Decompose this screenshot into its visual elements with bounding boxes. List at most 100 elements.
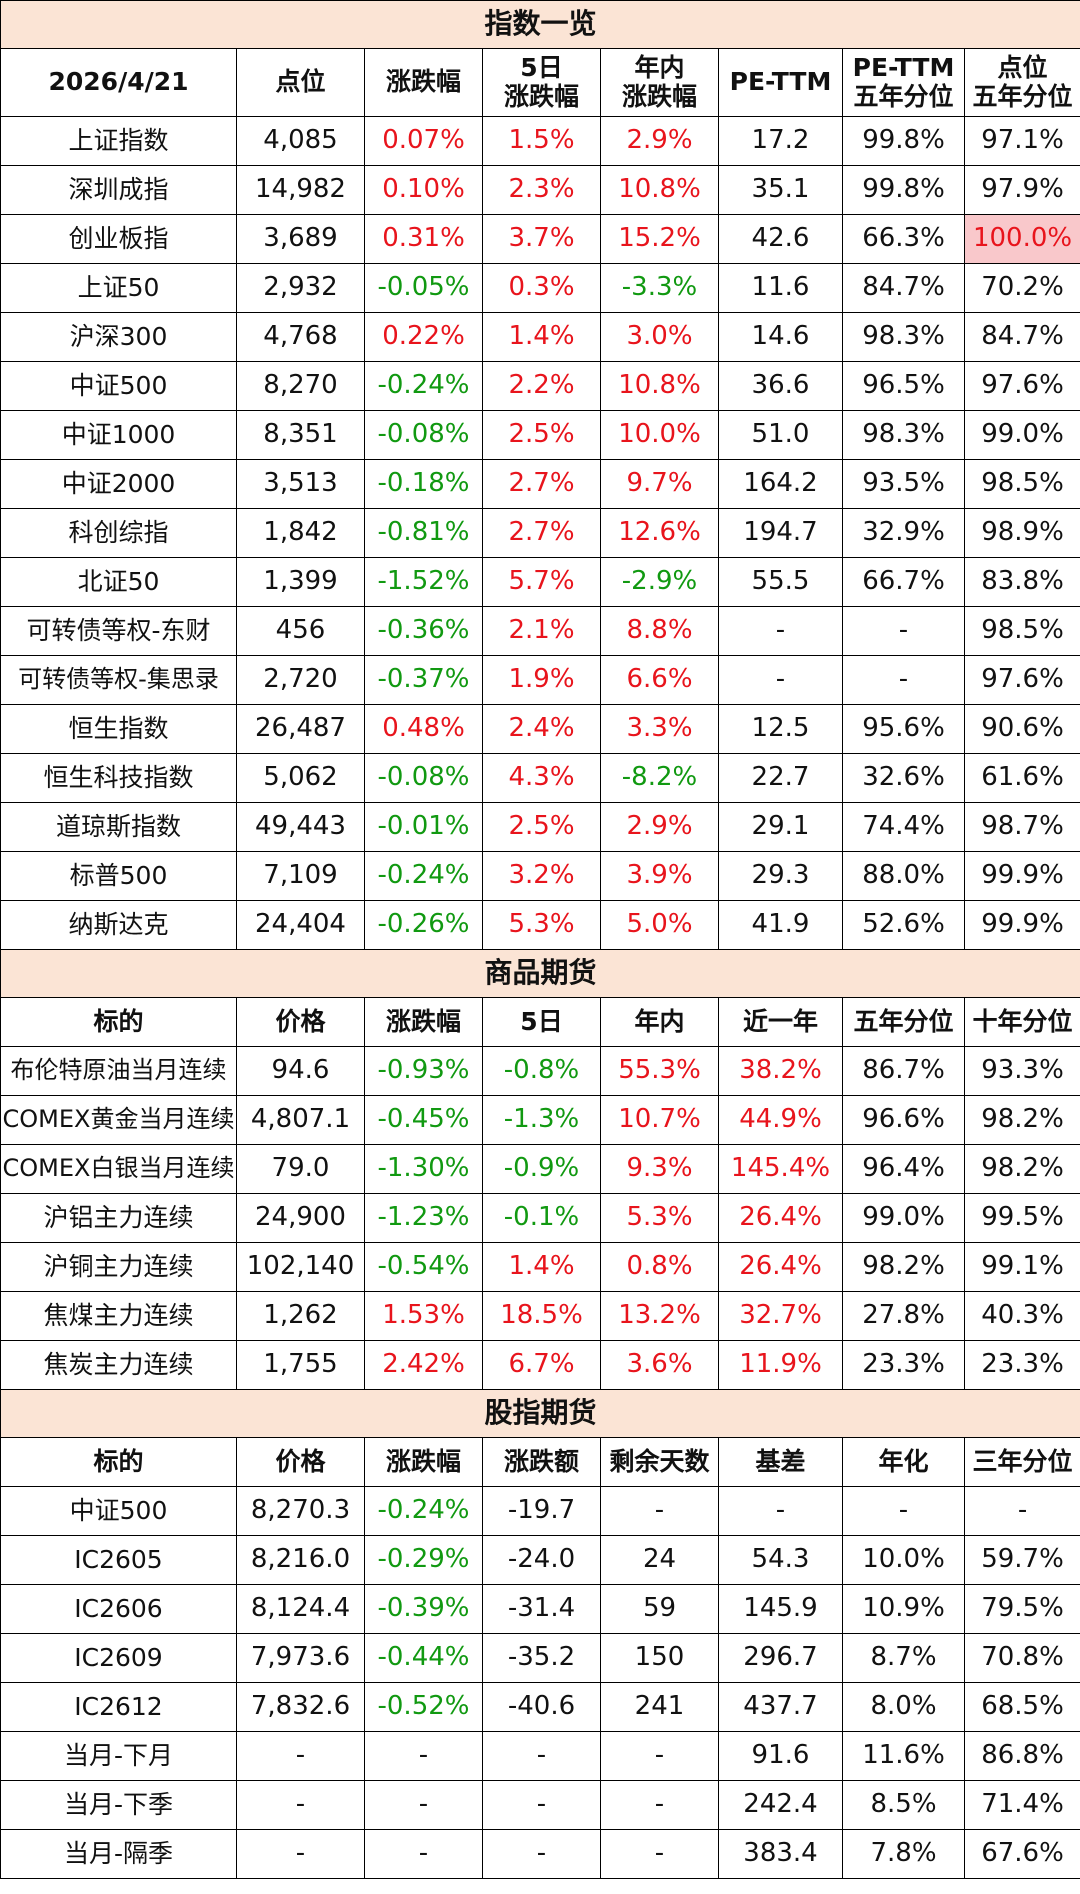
table-row: 沪铝主力连续 24,900 -1.23% -0.1% 5.3% 26.4% 99.0% 99.… — [0, 1193, 1080, 1243]
section-title: 商品期货 — [0, 949, 1080, 998]
table-cell: 66.3% — [842, 214, 965, 264]
table-cell: 22.7 — [718, 753, 843, 803]
table-cell: 71.4% — [963, 1780, 1080, 1830]
table-cell: 68.5% — [963, 1682, 1080, 1732]
table-cell: 67.6% — [963, 1829, 1080, 1879]
table-cell: - — [963, 1486, 1080, 1536]
table-row: COMEX白银当月连续 79.0 -1.30% -0.9% 9.3% 145.4% 96.4… — [0, 1144, 1080, 1194]
table-cell: 91.6 — [718, 1731, 843, 1781]
table-cell: 2.3% — [482, 165, 601, 215]
table-cell: 24 — [600, 1535, 719, 1585]
column-header: 剩余天数 — [600, 1437, 719, 1487]
table-cell: 83.8% — [963, 557, 1080, 607]
table-cell: 24,404 — [236, 900, 365, 950]
table-cell: -24.0 — [482, 1535, 601, 1585]
table-cell: 1,262 — [236, 1291, 365, 1341]
table-cell: -8.2% — [600, 753, 719, 803]
section-title: 股指期货 — [0, 1389, 1080, 1438]
table-cell: 99.0% — [842, 1193, 965, 1243]
table-cell: 70.8% — [963, 1633, 1080, 1683]
table-cell: -0.36% — [364, 606, 483, 656]
table-cell: 98.2% — [963, 1144, 1080, 1194]
table-row: 北证50 1,399 -1.52% 5.7% -2.9% 55.5 66.7% 83.8% — [0, 557, 1080, 607]
table-row: 道琼斯指数 49,443 -0.01% 2.5% 2.9% 29.1 74.4% 98.7% — [0, 802, 1080, 852]
table-cell: - — [718, 655, 843, 705]
table-cell: 2.7% — [482, 508, 601, 558]
table-cell: 54.3 — [718, 1535, 843, 1585]
table-cell: 23.3% — [842, 1340, 965, 1390]
table-row: 可转债等权-东财 456 -0.36% 2.1% 8.8% - -98.5% — [0, 606, 1080, 656]
column-header: 涨跌额 — [482, 1437, 601, 1487]
table-cell: 1.4% — [482, 312, 601, 362]
table-cell: - — [364, 1731, 483, 1781]
column-header: 近一年 — [718, 997, 843, 1047]
column-header: 三年分位 — [963, 1437, 1080, 1487]
table-row: 科创综指 1,842 -0.81% 2.7% 12.6% 194.7 32.9% 98.9% — [0, 508, 1080, 558]
table-cell: - — [482, 1829, 601, 1879]
table-row: 可转债等权-集思录 2,720 -0.37% 1.9% 6.6% - -97.6% — [0, 655, 1080, 705]
table-row: COMEX黄金当月连续 4,807.1 -0.45% -1.3% 10.7% 44.9% 9… — [0, 1095, 1080, 1145]
column-header: 标的 — [0, 997, 237, 1047]
table-cell: 2.9% — [600, 116, 719, 166]
table-cell: 32.9% — [842, 508, 965, 558]
table-cell: 0.8% — [600, 1242, 719, 1292]
table-cell: 26.4% — [718, 1242, 843, 1292]
futures_table-title-row: 股指期货 — [0, 1389, 1080, 1438]
column-header: PE-TTM 五年分位 — [842, 48, 965, 117]
table-cell: 17.2 — [718, 116, 843, 166]
table-cell: 3,689 — [236, 214, 365, 264]
table-cell: 88.0% — [842, 851, 965, 901]
table-cell: -1.3% — [482, 1095, 601, 1145]
table-cell: 242.4 — [718, 1780, 843, 1830]
table-cell: 38.2% — [718, 1046, 843, 1096]
table-cell: 99.8% — [842, 165, 965, 215]
table-cell: 97.9% — [963, 165, 1080, 215]
table-cell: 1.5% — [482, 116, 601, 166]
column-header: 点位 五年分位 — [963, 48, 1080, 117]
table-cell: 2,932 — [236, 263, 365, 313]
column-header: 涨跌幅 — [364, 997, 483, 1047]
column-header: 涨跌幅 — [364, 48, 483, 117]
table-cell: 86.8% — [963, 1731, 1080, 1781]
table-cell: 2.7% — [482, 459, 601, 509]
commodity_table-title-row: 商品期货 — [0, 949, 1080, 998]
table-cell: 84.7% — [842, 263, 965, 313]
table-cell: 8,351 — [236, 410, 365, 460]
table-row: 中证500 8,270 -0.24% 2.2% 10.8% 36.6 96.5% 97.6% — [0, 361, 1080, 411]
index_table-header-row: 2026/4/21 点位 涨跌幅 5日 涨跌幅 年内 涨跌幅 PE-TTM PE-TTM 五年分位… — [0, 48, 1080, 117]
table-cell: 8,270.3 — [236, 1486, 365, 1536]
date-label: 2026/4/21 — [0, 48, 237, 117]
table-cell: 6.6% — [600, 655, 719, 705]
table-cell: 3.0% — [600, 312, 719, 362]
table-cell: 2.2% — [482, 361, 601, 411]
row-label: IC2609 — [0, 1633, 237, 1683]
table-cell: 1,399 — [236, 557, 365, 607]
table-row: 中证2000 3,513 -0.18% 2.7% 9.7% 164.2 93.5% 98.5% — [0, 459, 1080, 509]
row-label: IC2612 — [0, 1682, 237, 1732]
table-cell: 96.4% — [842, 1144, 965, 1194]
table-cell: 456 — [236, 606, 365, 656]
table-cell: 150 — [600, 1633, 719, 1683]
table-cell: 2,720 — [236, 655, 365, 705]
table-cell: 13.2% — [600, 1291, 719, 1341]
row-label: 创业板指 — [0, 214, 237, 264]
table-cell: -0.81% — [364, 508, 483, 558]
row-label: 布伦特原油当月连续 — [0, 1046, 237, 1096]
table-cell: -0.9% — [482, 1144, 601, 1194]
table-cell: 0.07% — [364, 116, 483, 166]
table-cell: 84.7% — [963, 312, 1080, 362]
table-cell: 55.5 — [718, 557, 843, 607]
table-cell: 7,973.6 — [236, 1633, 365, 1683]
table-cell: 9.3% — [600, 1144, 719, 1194]
table-cell: - — [842, 606, 965, 656]
table-cell: 52.6% — [842, 900, 965, 950]
table-cell: - — [364, 1829, 483, 1879]
table-cell: 74.4% — [842, 802, 965, 852]
table-cell: 0.10% — [364, 165, 483, 215]
table-cell: 8,124.4 — [236, 1584, 365, 1634]
table-cell: -1.52% — [364, 557, 483, 607]
table-cell: 66.7% — [842, 557, 965, 607]
table-cell: - — [236, 1780, 365, 1830]
column-header: 年化 — [842, 1437, 965, 1487]
table-cell: 8,216.0 — [236, 1535, 365, 1585]
